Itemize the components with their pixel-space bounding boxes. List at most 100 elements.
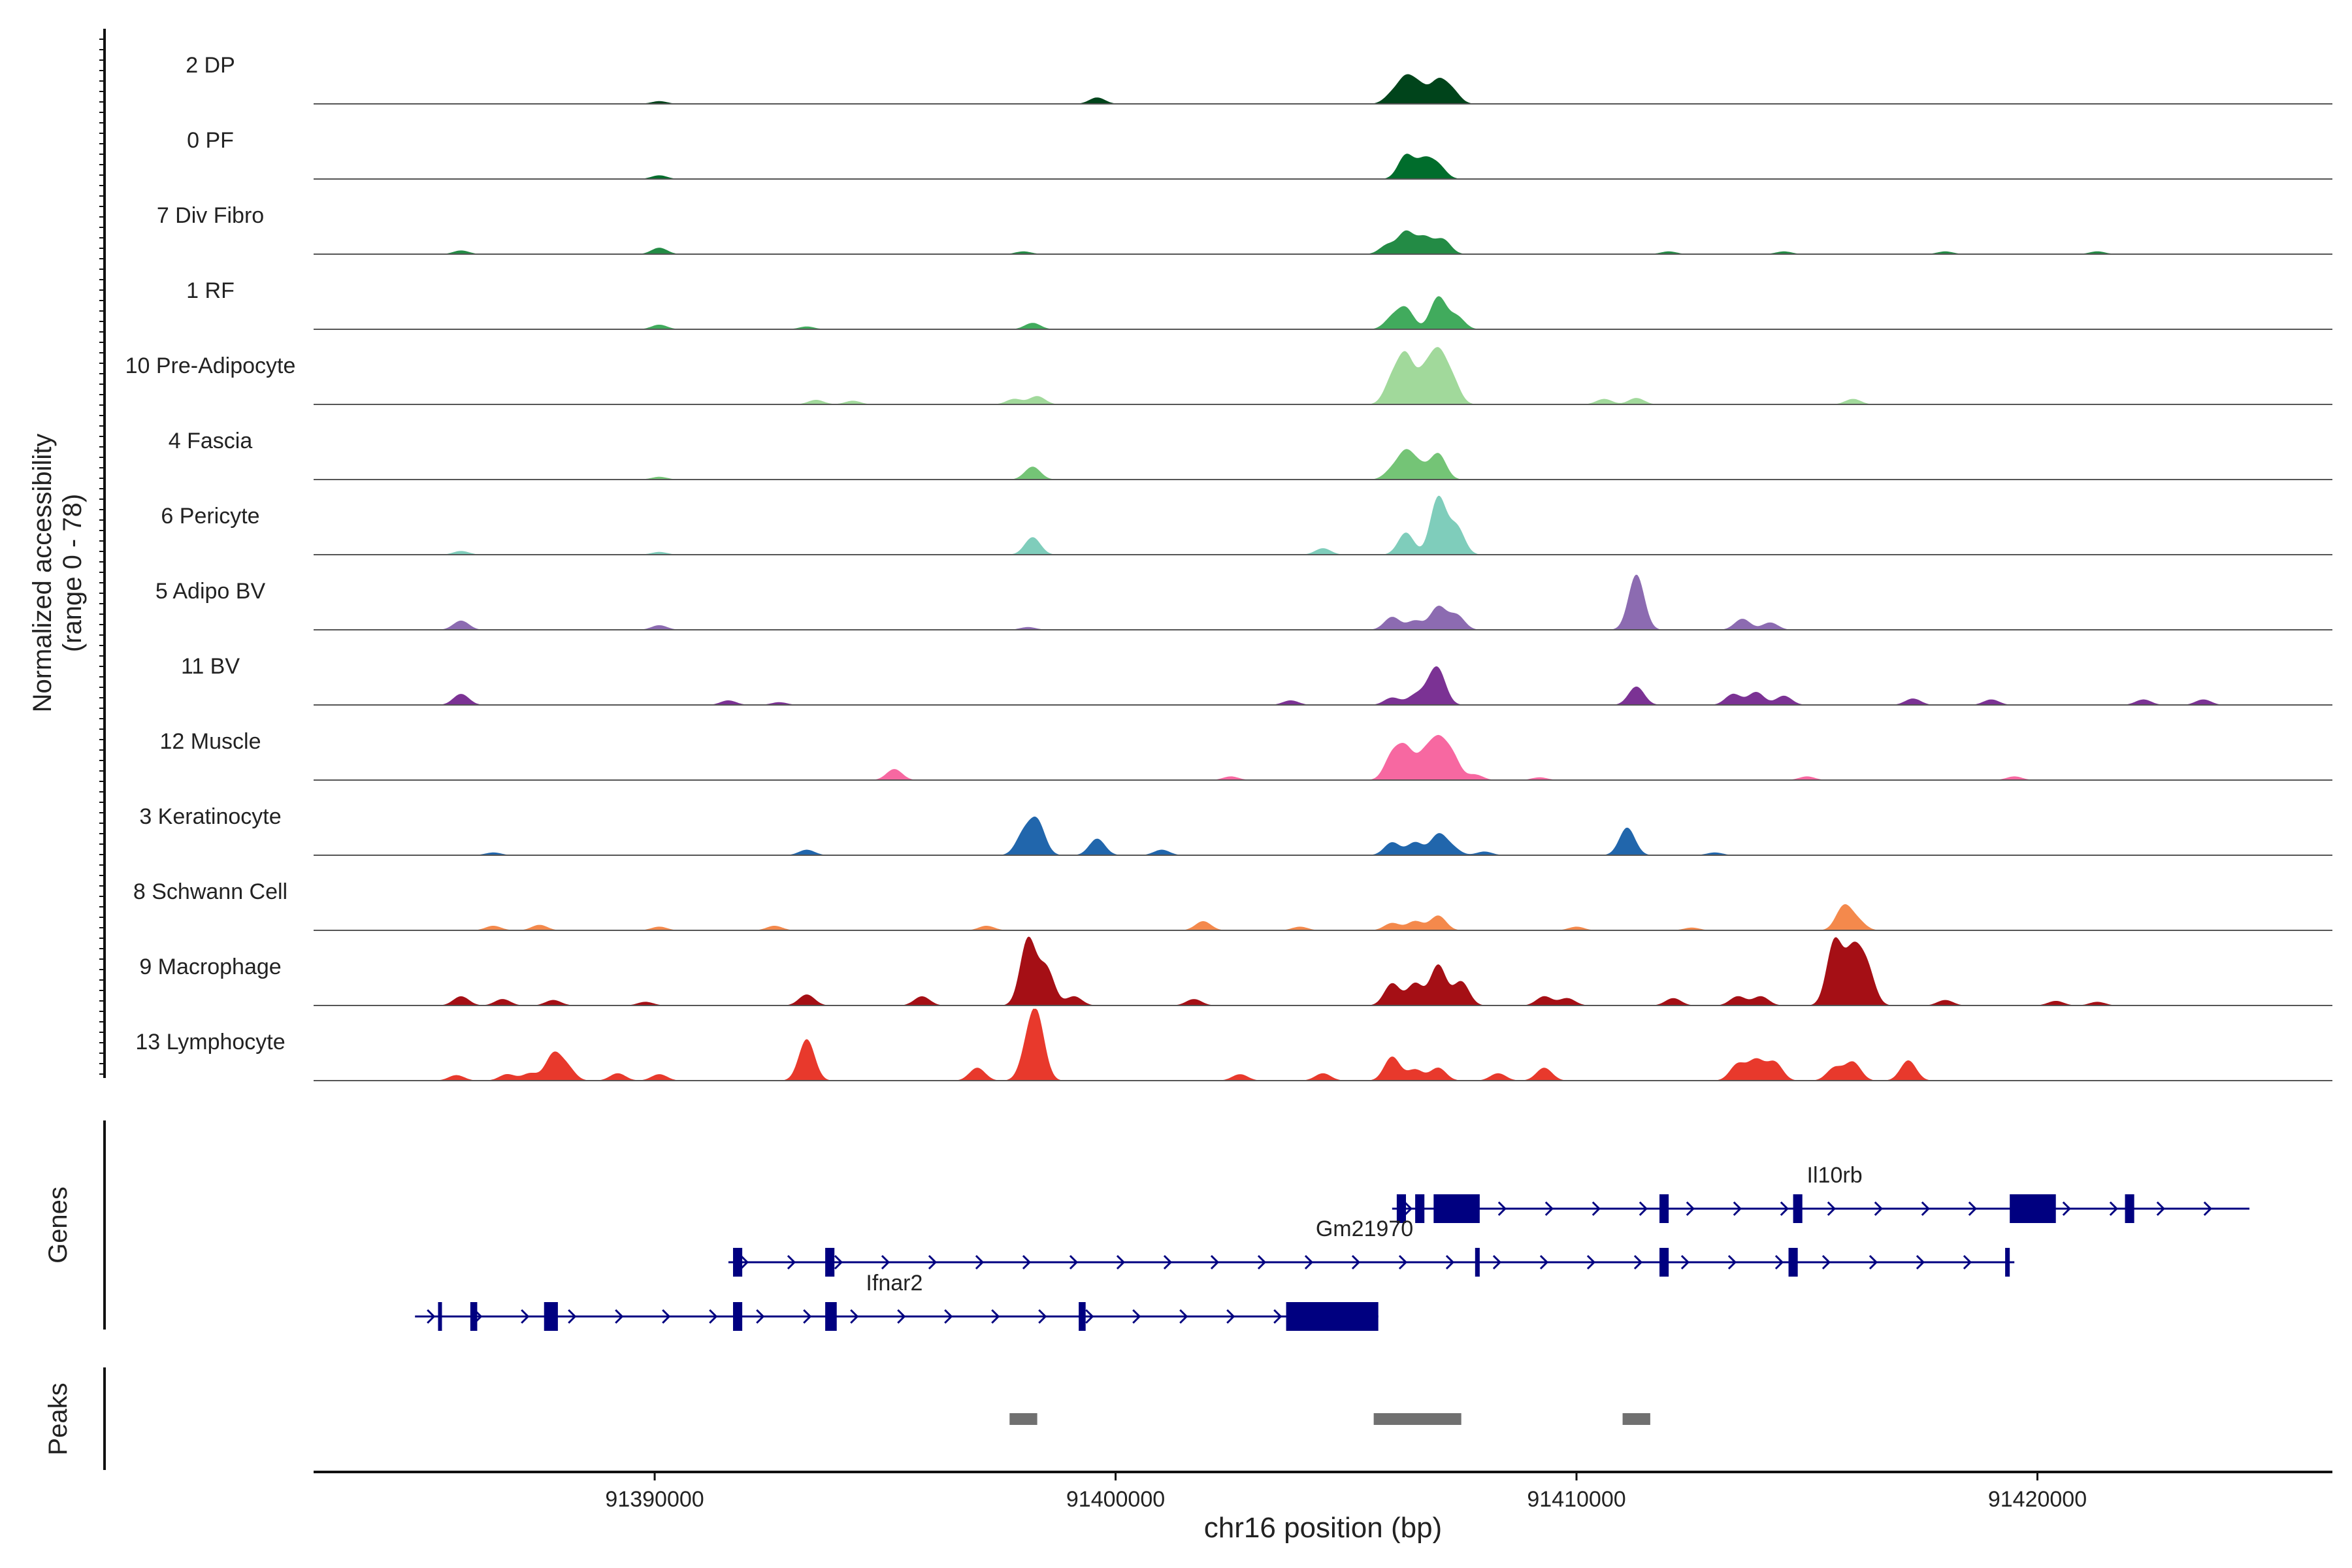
- coverage-track: 11 BV: [181, 654, 2332, 706]
- coverage-y-axis: Normalized accessibility (range 0 - 78): [28, 29, 106, 1078]
- strand-arrow: [834, 1254, 843, 1270]
- track-label: 9 Macrophage: [139, 955, 281, 979]
- strand-arrow: [1210, 1254, 1220, 1270]
- strand-arrow: [1874, 1201, 1883, 1217]
- strand-arrow: [1916, 1254, 1925, 1270]
- gene-label: Gm21970: [1316, 1217, 1413, 1241]
- strand-arrow: [1869, 1254, 1878, 1270]
- strand-arrow: [427, 1309, 436, 1324]
- coverage-track: 13 Lymphocyte: [135, 1009, 2332, 1081]
- track-label: 10 Pre-Adipocyte: [125, 353, 296, 378]
- gene-label: Il10rb: [1807, 1163, 1863, 1188]
- exon: [1659, 1194, 1669, 1223]
- peaks-panel: Peaks: [44, 1367, 1650, 1470]
- coverage-area: [314, 936, 2332, 1005]
- coverage-y-axis-range-label: (range 0 - 78): [58, 494, 87, 652]
- track-label: 4 Fascia: [169, 429, 253, 453]
- strand-arrow: [1686, 1201, 1695, 1217]
- strand-arrow: [2109, 1201, 2118, 1217]
- track-label: 13 Lymphocyte: [135, 1030, 285, 1054]
- strand-arrow: [2203, 1201, 2212, 1217]
- coverage-y-axis-ticks: [99, 39, 105, 1075]
- strand-arrow: [1492, 1254, 1502, 1270]
- track-label: 8 Schwann Cell: [133, 879, 287, 904]
- x-axis-title: chr16 position (bp): [1204, 1512, 1442, 1544]
- strand-arrow: [897, 1309, 906, 1324]
- peaks-panel-label: Peaks: [44, 1382, 73, 1455]
- strand-arrow: [1179, 1309, 1188, 1324]
- strand-arrow: [1273, 1309, 1282, 1324]
- track-label: 12 Muscle: [160, 729, 261, 754]
- exon: [2125, 1194, 2134, 1223]
- x-tick-label: 91420000: [1988, 1487, 2087, 1512]
- strand-arrow: [1403, 1201, 1413, 1217]
- peak-region: [1373, 1413, 1462, 1425]
- exon: [732, 1248, 743, 1277]
- strand-arrow: [1733, 1201, 1742, 1217]
- strand-arrow: [1497, 1201, 1507, 1217]
- strand-arrow: [1085, 1309, 1094, 1324]
- strand-arrow: [740, 1254, 749, 1270]
- strand-arrow: [1544, 1201, 1554, 1217]
- strand-arrow: [521, 1309, 530, 1324]
- strand-arrow: [944, 1309, 953, 1324]
- strand-arrow: [709, 1309, 718, 1324]
- exon: [1475, 1248, 1480, 1277]
- strand-arrow: [1398, 1254, 1408, 1270]
- strand-arrow: [1780, 1201, 1789, 1217]
- strand-arrow: [1774, 1254, 1784, 1270]
- strand-arrow: [1921, 1201, 1930, 1217]
- strand-arrow: [1257, 1254, 1267, 1270]
- coverage-track: 5 Adipo BV: [155, 574, 2332, 630]
- strand-arrow: [1592, 1201, 1601, 1217]
- strand-arrow: [1116, 1254, 1126, 1270]
- track-label: 0 PF: [187, 128, 234, 153]
- exon: [544, 1302, 558, 1331]
- gene-model: Gm21970: [728, 1217, 2015, 1277]
- strand-arrow: [1639, 1201, 1648, 1217]
- exon: [1396, 1194, 1406, 1223]
- exon: [1286, 1302, 1379, 1331]
- track-label: 6 Pericyte: [161, 504, 259, 529]
- strand-arrow: [1821, 1254, 1831, 1270]
- exon: [825, 1302, 837, 1331]
- coverage-track: 3 Keratinocyte: [139, 804, 2332, 856]
- x-tick-label: 91400000: [1066, 1487, 1165, 1512]
- exon: [1659, 1248, 1669, 1277]
- coverage-track: 1 RF: [186, 278, 2332, 330]
- exon: [1788, 1248, 1798, 1277]
- strand-arrow: [1827, 1201, 1836, 1217]
- exon: [1079, 1302, 1086, 1331]
- peak-region: [1009, 1413, 1037, 1425]
- exon: [825, 1248, 835, 1277]
- track-label: 3 Keratinocyte: [139, 804, 281, 829]
- strand-arrow: [803, 1309, 812, 1324]
- strand-arrow: [1680, 1254, 1690, 1270]
- strand-arrow: [662, 1309, 671, 1324]
- strand-arrow: [975, 1254, 985, 1270]
- gene-model: Il10rb: [1392, 1163, 2250, 1223]
- strand-arrow: [1351, 1254, 1361, 1270]
- track-label: 7 Div Fibro: [157, 203, 264, 228]
- exon: [732, 1302, 743, 1331]
- strand-arrow: [850, 1309, 859, 1324]
- track-label: 11 BV: [181, 654, 240, 679]
- coverage-y-axis-label: Normalized accessibility: [28, 434, 57, 713]
- x-tick-label: 91390000: [605, 1487, 704, 1512]
- x-axis-ticks: 91390000 91400000 91410000 91420000: [605, 1472, 2087, 1512]
- strand-arrow: [1968, 1201, 1977, 1217]
- gene-label: Ifnar2: [866, 1271, 923, 1296]
- genes-panel: Genes Il10rb Gm21970 Ifnar2: [44, 1120, 2250, 1331]
- strand-arrow: [1633, 1254, 1643, 1270]
- track-label: 2 DP: [186, 53, 235, 78]
- strand-arrow: [2156, 1201, 2165, 1217]
- x-axis: 91390000 91400000 91410000 91420000 chr16 p…: [314, 1471, 2332, 1544]
- exon: [2005, 1248, 2010, 1277]
- strand-arrow: [991, 1309, 1000, 1324]
- track-label: 5 Adipo BV: [155, 579, 266, 604]
- strand-arrow: [1727, 1254, 1737, 1270]
- coverage-track: 4 Fascia: [169, 429, 2332, 480]
- coverage-track: 9 Macrophage: [139, 936, 2332, 1006]
- strand-arrow: [1539, 1254, 1549, 1270]
- exon: [1433, 1194, 1480, 1223]
